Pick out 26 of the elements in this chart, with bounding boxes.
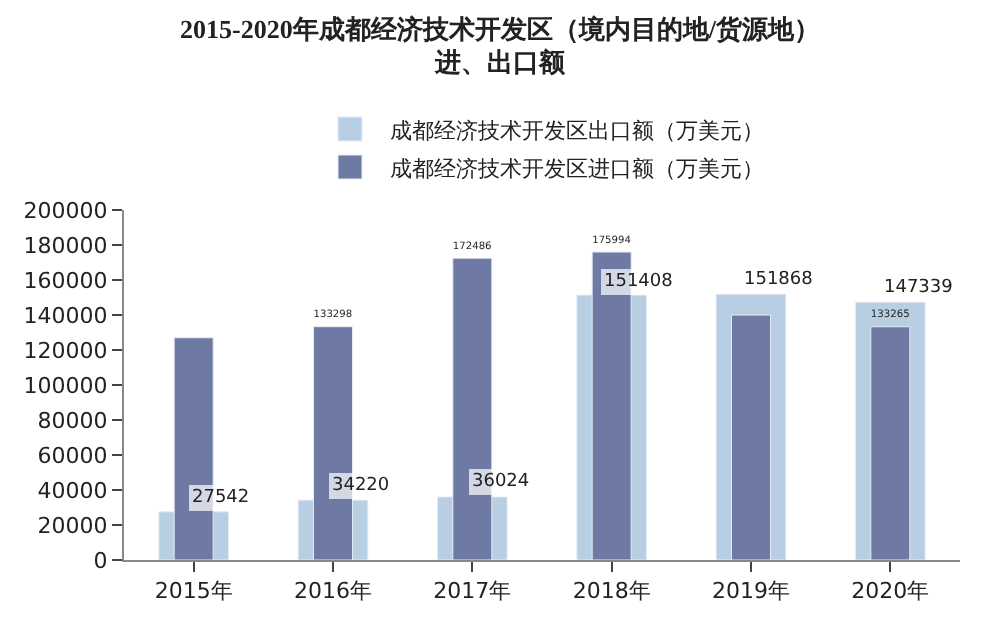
y-tick-label: 20000 xyxy=(37,512,108,539)
data-label: 147339 xyxy=(884,278,954,298)
y-tick-label: 60000 xyxy=(37,442,108,469)
data-label: 34220 xyxy=(332,476,390,496)
data-label: 151868 xyxy=(744,270,814,290)
data-label: 27542 xyxy=(192,488,250,508)
x-tick-label: 2018年 xyxy=(572,578,651,605)
y-tick-label: 180000 xyxy=(23,232,108,259)
legend-label: 成都经济技术开发区进口额（万美元） xyxy=(390,155,764,182)
y-tick-label: 160000 xyxy=(23,267,108,294)
y-tick-label: 0 xyxy=(93,547,108,574)
y-tick-label: 40000 xyxy=(37,477,108,504)
y-tick-label: 100000 xyxy=(23,372,108,399)
data-label: 151408 xyxy=(604,272,674,292)
y-tick-label: 80000 xyxy=(37,407,108,434)
x-tick-label: 2016年 xyxy=(294,578,372,605)
x-tick-label: 2019年 xyxy=(712,578,790,605)
x-tick-label: 2017年 xyxy=(433,578,512,605)
y-tick-label: 200000 xyxy=(23,197,108,224)
y-tick-label: 120000 xyxy=(23,337,108,364)
x-tick-label: 2020年 xyxy=(851,578,930,605)
chart-title: 2015-2020年成都经济技术开发区（境内目的地/货源地）进、出口额 xyxy=(180,13,820,78)
data-label: 36024 xyxy=(472,472,530,492)
x-tick-label: 2015年 xyxy=(154,578,233,605)
legend-label: 成都经济技术开发区出口额（万美元） xyxy=(390,117,764,144)
y-tick-label: 140000 xyxy=(23,302,108,329)
